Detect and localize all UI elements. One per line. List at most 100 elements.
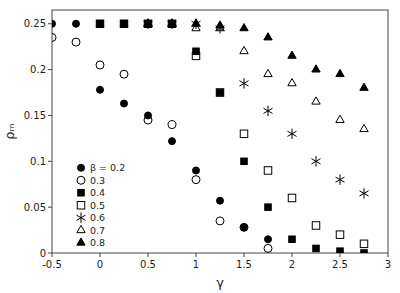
legend-label: 0.7 <box>90 225 105 236</box>
x-tick <box>148 253 149 257</box>
point <box>168 19 176 26</box>
x-tick-label: 1.5 <box>236 259 252 270</box>
point <box>336 69 344 76</box>
point <box>52 34 56 42</box>
point <box>312 97 320 104</box>
x-tick <box>52 253 53 257</box>
series <box>96 20 368 248</box>
legend-marker <box>76 213 85 223</box>
x-tick-label: 1 <box>193 259 199 270</box>
point <box>361 250 368 253</box>
point <box>97 86 104 93</box>
point <box>169 138 176 145</box>
x-tick <box>340 253 341 257</box>
point <box>313 245 320 252</box>
point <box>217 197 224 204</box>
point <box>359 188 368 198</box>
point <box>143 19 152 29</box>
point <box>239 78 248 88</box>
point <box>264 244 272 252</box>
y-tick-label: 0.2 <box>30 64 46 75</box>
point <box>360 240 368 248</box>
series <box>144 19 368 90</box>
point <box>192 52 200 60</box>
point <box>336 115 344 122</box>
point <box>240 46 248 53</box>
legend: β = 0.20.30.40.50.60.70.8 <box>76 162 125 248</box>
point <box>265 236 272 243</box>
point <box>288 79 296 86</box>
x-tick <box>100 253 101 257</box>
legend-marker <box>77 238 85 245</box>
x-tick <box>196 253 197 257</box>
point <box>121 100 128 107</box>
legend-marker <box>77 176 85 184</box>
legend-marker <box>78 164 85 171</box>
point <box>120 70 128 78</box>
point <box>312 222 320 230</box>
point <box>121 21 128 28</box>
y-tick <box>48 161 52 162</box>
y-tick <box>48 69 52 70</box>
point <box>337 248 344 253</box>
point <box>120 20 128 28</box>
point <box>144 116 152 124</box>
point <box>312 65 320 72</box>
point <box>335 174 344 184</box>
point <box>263 106 272 116</box>
x-tick <box>388 253 389 257</box>
point <box>192 176 200 184</box>
x-tick <box>244 253 245 257</box>
series <box>97 21 368 253</box>
point <box>144 19 152 26</box>
point <box>360 83 368 90</box>
point <box>168 19 176 26</box>
x-tick-label: 2 <box>289 259 295 270</box>
point <box>241 158 248 165</box>
y-tick-label: 0.15 <box>24 110 46 121</box>
x-tick-label: 0.5 <box>140 259 156 270</box>
point <box>240 24 248 31</box>
y-tick-label: 0.05 <box>24 202 46 213</box>
y-tick-label: 0.1 <box>30 156 46 167</box>
point <box>96 61 104 69</box>
series <box>143 19 368 199</box>
chart: -0.500.511.522.5300.050.10.150.20.25γρₘβ… <box>0 0 400 293</box>
series <box>52 20 272 242</box>
x-tick-label: 0 <box>97 259 103 270</box>
point <box>192 19 200 26</box>
point <box>264 167 272 175</box>
point <box>191 19 200 29</box>
legend-label: β = 0.2 <box>90 162 125 173</box>
point <box>73 20 80 27</box>
x-tick-label: -0.5 <box>42 259 62 270</box>
point <box>216 217 224 225</box>
point <box>167 19 176 29</box>
point <box>240 223 248 231</box>
point <box>145 112 152 119</box>
legend-marker <box>77 202 85 210</box>
plot-frame <box>52 10 388 253</box>
series <box>52 34 272 253</box>
point <box>336 231 344 239</box>
series <box>144 19 368 132</box>
point <box>96 20 104 28</box>
point <box>97 21 104 28</box>
y-axis-label: ρₘ <box>2 123 17 139</box>
point <box>193 48 200 55</box>
point <box>311 156 320 166</box>
y-tick <box>48 253 52 254</box>
legend-label: 0.6 <box>90 212 105 223</box>
point <box>289 236 296 243</box>
legend-marker <box>78 190 85 197</box>
point <box>288 51 296 58</box>
point <box>264 69 272 76</box>
legend-label: 0.8 <box>90 237 105 248</box>
x-axis-label: γ <box>216 275 224 290</box>
point <box>52 20 56 27</box>
point <box>288 194 296 202</box>
point <box>241 224 248 231</box>
point <box>217 89 224 96</box>
legend-label: 0.3 <box>90 175 105 186</box>
point <box>216 89 224 97</box>
